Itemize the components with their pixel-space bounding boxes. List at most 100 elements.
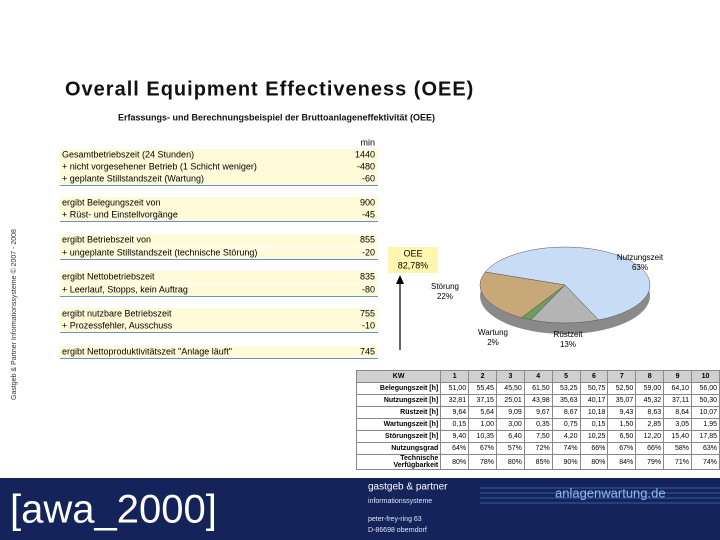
table-cell: 9 — [663, 370, 692, 383]
row-label: + Prozessfehler, Ausschuss — [62, 320, 173, 330]
table-cell: 67% — [607, 442, 637, 455]
table-cell: 4 — [523, 370, 553, 383]
table-cell: 17,85 — [690, 430, 720, 443]
row-label: + geplante Stillstandszeit (Wartung) — [62, 173, 204, 183]
table-cell: 43,98 — [523, 394, 553, 407]
pie-label: Rüstzeit — [554, 330, 584, 339]
row-header-cell: Nutzungsgrad — [355, 442, 442, 455]
table-cell: 58% — [663, 442, 692, 455]
row-value: 900 — [360, 197, 375, 207]
pie-slice — [479, 271, 566, 318]
table-cell: 9,64 — [440, 406, 470, 419]
table-cell: 74% — [551, 442, 581, 455]
table-row: Rüstzeit [h] 9,64 5,64 9,09 9,67 8,67 10,18 9,4… — [355, 406, 720, 419]
table-cell: 55,45 — [468, 382, 497, 395]
table-cell: 45,32 — [635, 394, 665, 407]
table-cell: 66% — [579, 442, 609, 455]
table-cell: 56,00 — [690, 382, 720, 395]
table-cell: 9,40 — [440, 430, 470, 443]
pie-slice — [484, 246, 651, 321]
table-cell: 7,50 — [523, 430, 553, 443]
row-label: ergibt nutzbare Betriebszeit — [62, 308, 172, 318]
row-highlight — [60, 234, 378, 246]
table-cell: 10,18 — [579, 406, 609, 419]
row-label: ergibt Nettoproduktivitätszeit "Anlage l… — [62, 346, 232, 356]
oee-box — [388, 247, 438, 273]
table-row: Nutzungsgrad 64% 67% 57% 72% 74% 66% 67% 66% 58% 6… — [355, 442, 720, 455]
table-cell: 71% — [663, 454, 692, 470]
table-cell: 3 — [495, 370, 525, 383]
table-cell: 59,00 — [635, 382, 665, 395]
table-cell: 6 — [579, 370, 609, 383]
footer-logo: [awa_2000] — [10, 488, 217, 532]
footer-street: peter-frey-ring 63 — [368, 516, 422, 523]
footer-city: D-86698 oberndorf — [368, 527, 427, 534]
table-cell: 0,75 — [551, 418, 581, 431]
table-cell: 61,50 — [523, 382, 553, 395]
table-cell: 5 — [551, 370, 581, 383]
row-highlight — [60, 271, 378, 283]
table-cell: 0,35 — [523, 418, 553, 431]
table-row: Nutzungszeit [h] 32,81 37,15 25,01 43,98 35,6… — [355, 394, 720, 407]
table-cell: 25,01 — [495, 394, 525, 407]
table-cell: 0,15 — [440, 418, 470, 431]
table-cell: 37,11 — [663, 394, 692, 407]
row-highlight — [60, 197, 378, 209]
table-cell: 6,50 — [607, 430, 637, 443]
row-header-cell: Nutzungszeit [h] — [355, 394, 442, 407]
table-cell: 51,00 — [440, 382, 470, 395]
table-cell: 8,64 — [663, 406, 692, 419]
table-cell: 6,40 — [495, 430, 525, 443]
pie-slice — [530, 284, 599, 324]
table-cell: 90% — [551, 454, 581, 470]
footer-lines — [480, 487, 720, 504]
row-highlight — [60, 308, 378, 320]
unit: min — [360, 137, 375, 147]
table-row: Wartungszeit [h] 0,15 1,00 3,00 0,35 0,75 0,15… — [355, 418, 720, 431]
table-cell: 40,17 — [579, 394, 609, 407]
table-cell: 32,81 — [440, 394, 470, 407]
row-highlight — [60, 161, 378, 173]
row-highlight — [60, 149, 378, 161]
table-cell: 1,50 — [607, 418, 637, 431]
row-value: -45 — [362, 209, 375, 219]
table-row: Störungszeit [h] 9,40 10,35 6,40 7,50 4,20 10,… — [355, 430, 720, 443]
table-cell: 35,63 — [551, 394, 581, 407]
pie-value-label: 63% — [632, 263, 648, 272]
table-cell: 64,10 — [663, 382, 692, 395]
table-cell: 50,30 — [690, 394, 720, 407]
row-label: ergibt Nettobetriebszeit — [62, 271, 155, 281]
row-label: + ungeplante Stillstandszeit (technische… — [62, 247, 257, 257]
table-row: Belegungszeit [h] 51,00 55,45 45,50 61,50 53,… — [355, 382, 720, 395]
pie-label: Nutzungszeit — [617, 253, 664, 262]
table-cell: 72% — [523, 442, 553, 455]
table-cell: 85% — [523, 454, 553, 470]
weekly-table: KW 1 2 3 4 5 6 7 8 9 10 Belegungszeit [h] 51,00 55,45… — [355, 370, 720, 470]
arrow-head — [396, 275, 404, 284]
subtitle: Erfassungs- und Berechnungsbeispiel der … — [118, 112, 435, 122]
pie-value-label: 22% — [437, 292, 453, 301]
row-value: 835 — [360, 271, 375, 281]
pie-value-label: 13% — [560, 340, 576, 349]
table-cell: 9,43 — [607, 406, 637, 419]
table-cell: 12,20 — [635, 430, 665, 443]
row-header-cell: Störungszeit [h] — [355, 430, 442, 443]
table-cell: 2 — [468, 370, 497, 383]
table-cell: 10,35 — [468, 430, 497, 443]
table-cell: 8 — [635, 370, 665, 383]
pie-value-label: 2% — [487, 338, 499, 347]
table-cell: 45,50 — [495, 382, 525, 395]
row-label: ergibt Belegungszeit von — [62, 197, 161, 207]
row-value: -60 — [362, 173, 375, 183]
row-header-cell: Wartungszeit [h] — [355, 418, 442, 431]
row-label: + Leerlauf, Stopps, kein Auftrag — [62, 284, 188, 294]
title: Overall Equipment Effectiveness (OEE) — [65, 78, 474, 100]
row-highlight — [60, 209, 378, 221]
table-cell: 8,67 — [551, 406, 581, 419]
table-cell: 5,64 — [468, 406, 497, 419]
row-header-cell: KW — [355, 370, 442, 383]
table-cell: 78% — [468, 454, 497, 470]
row-highlight — [60, 346, 378, 358]
table-cell: 37,15 — [468, 394, 497, 407]
